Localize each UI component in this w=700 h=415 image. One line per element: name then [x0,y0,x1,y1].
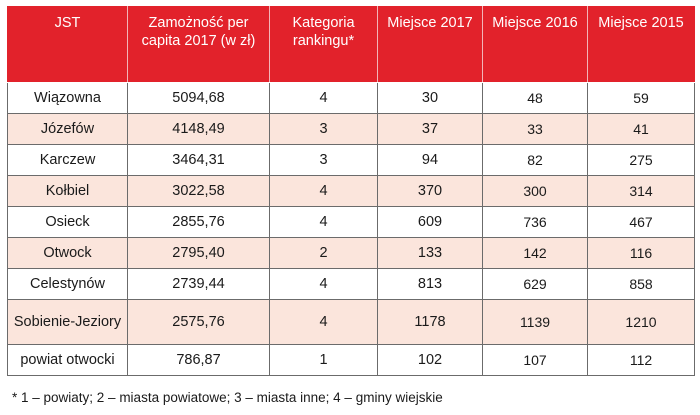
cell-category: 4 [269,299,378,345]
header-wealth-per-capita: Zamożność per capita 2017 (w zł) [127,6,270,83]
cell-jst: powiat otwocki [7,344,128,376]
cell-place-2017: 1178 [377,299,483,345]
cell-place-2015: 116 [587,237,695,269]
cell-wealth: 3022,58 [127,175,270,207]
table-row: Kołbiel 3022,58 4 370 300 314 [7,175,695,207]
cell-place-2017: 30 [377,82,483,114]
cell-place-2016: 300 [482,175,588,207]
cell-place-2016: 107 [482,344,588,376]
cell-place-2016: 82 [482,144,588,176]
cell-place-2016: 142 [482,237,588,269]
table-body: Wiązowna 5094,68 4 30 48 59 Józefów 4148… [7,82,695,376]
header-place-2016: Miejsce 2016 [482,6,588,83]
cell-place-2017: 813 [377,268,483,300]
cell-place-2017: 102 [377,344,483,376]
cell-place-2017: 94 [377,144,483,176]
cell-place-2016: 736 [482,206,588,238]
cell-jst: Karczew [7,144,128,176]
cell-jst: Sobienie-Jeziory [7,299,128,345]
cell-jst: Celestynów [7,268,128,300]
header-place-2017: Miejsce 2017 [377,6,483,83]
cell-place-2016: 33 [482,113,588,145]
cell-category: 3 [269,144,378,176]
cell-place-2015: 314 [587,175,695,207]
table-row: Otwock 2795,40 2 133 142 116 [7,237,695,269]
header-jst: JST [7,6,128,83]
cell-wealth: 2855,76 [127,206,270,238]
cell-wealth: 3464,31 [127,144,270,176]
table-header: JST Zamożność per capita 2017 (w zł) Kat… [7,6,695,83]
cell-wealth: 2739,44 [127,268,270,300]
cell-wealth: 4148,49 [127,113,270,145]
cell-category: 4 [269,206,378,238]
ranking-table: JST Zamożność per capita 2017 (w zł) Kat… [7,6,695,376]
cell-category: 3 [269,113,378,145]
ranking-table-container: JST Zamożność per capita 2017 (w zł) Kat… [7,6,695,376]
cell-place-2015: 41 [587,113,695,145]
cell-place-2015: 858 [587,268,695,300]
cell-wealth: 5094,68 [127,82,270,114]
cell-wealth: 786,87 [127,344,270,376]
cell-place-2015: 467 [587,206,695,238]
cell-place-2016: 629 [482,268,588,300]
cell-jst: Otwock [7,237,128,269]
cell-place-2017: 37 [377,113,483,145]
cell-place-2015: 275 [587,144,695,176]
table-row: powiat otwocki 786,87 1 102 107 112 [7,344,695,376]
table-row: Józefów 4148,49 3 37 33 41 [7,113,695,145]
cell-place-2015: 59 [587,82,695,114]
cell-category: 1 [269,344,378,376]
cell-wealth: 2795,40 [127,237,270,269]
cell-place-2017: 609 [377,206,483,238]
table-row: Sobienie-Jeziory 2575,76 4 1178 1139 121… [7,299,695,345]
cell-category: 4 [269,175,378,207]
cell-place-2015: 112 [587,344,695,376]
cell-place-2017: 133 [377,237,483,269]
table-row: Osieck 2855,76 4 609 736 467 [7,206,695,238]
cell-jst: Wiązowna [7,82,128,114]
cell-place-2016: 1139 [482,299,588,345]
cell-place-2017: 370 [377,175,483,207]
cell-place-2016: 48 [482,82,588,114]
table-row: Celestynów 2739,44 4 813 629 858 [7,268,695,300]
header-row: JST Zamożność per capita 2017 (w zł) Kat… [7,6,695,83]
header-place-2015: Miejsce 2015 [587,6,695,83]
cell-jst: Kołbiel [7,175,128,207]
cell-category: 4 [269,268,378,300]
footnote: * 1 – powiaty; 2 – miasta powiatowe; 3 –… [12,390,443,405]
cell-place-2015: 1210 [587,299,695,345]
cell-category: 4 [269,82,378,114]
table-row: Wiązowna 5094,68 4 30 48 59 [7,82,695,114]
cell-jst: Osieck [7,206,128,238]
header-ranking-category: Kategoria rankingu* [269,6,378,83]
table-row: Karczew 3464,31 3 94 82 275 [7,144,695,176]
cell-category: 2 [269,237,378,269]
cell-wealth: 2575,76 [127,299,270,345]
cell-jst: Józefów [7,113,128,145]
